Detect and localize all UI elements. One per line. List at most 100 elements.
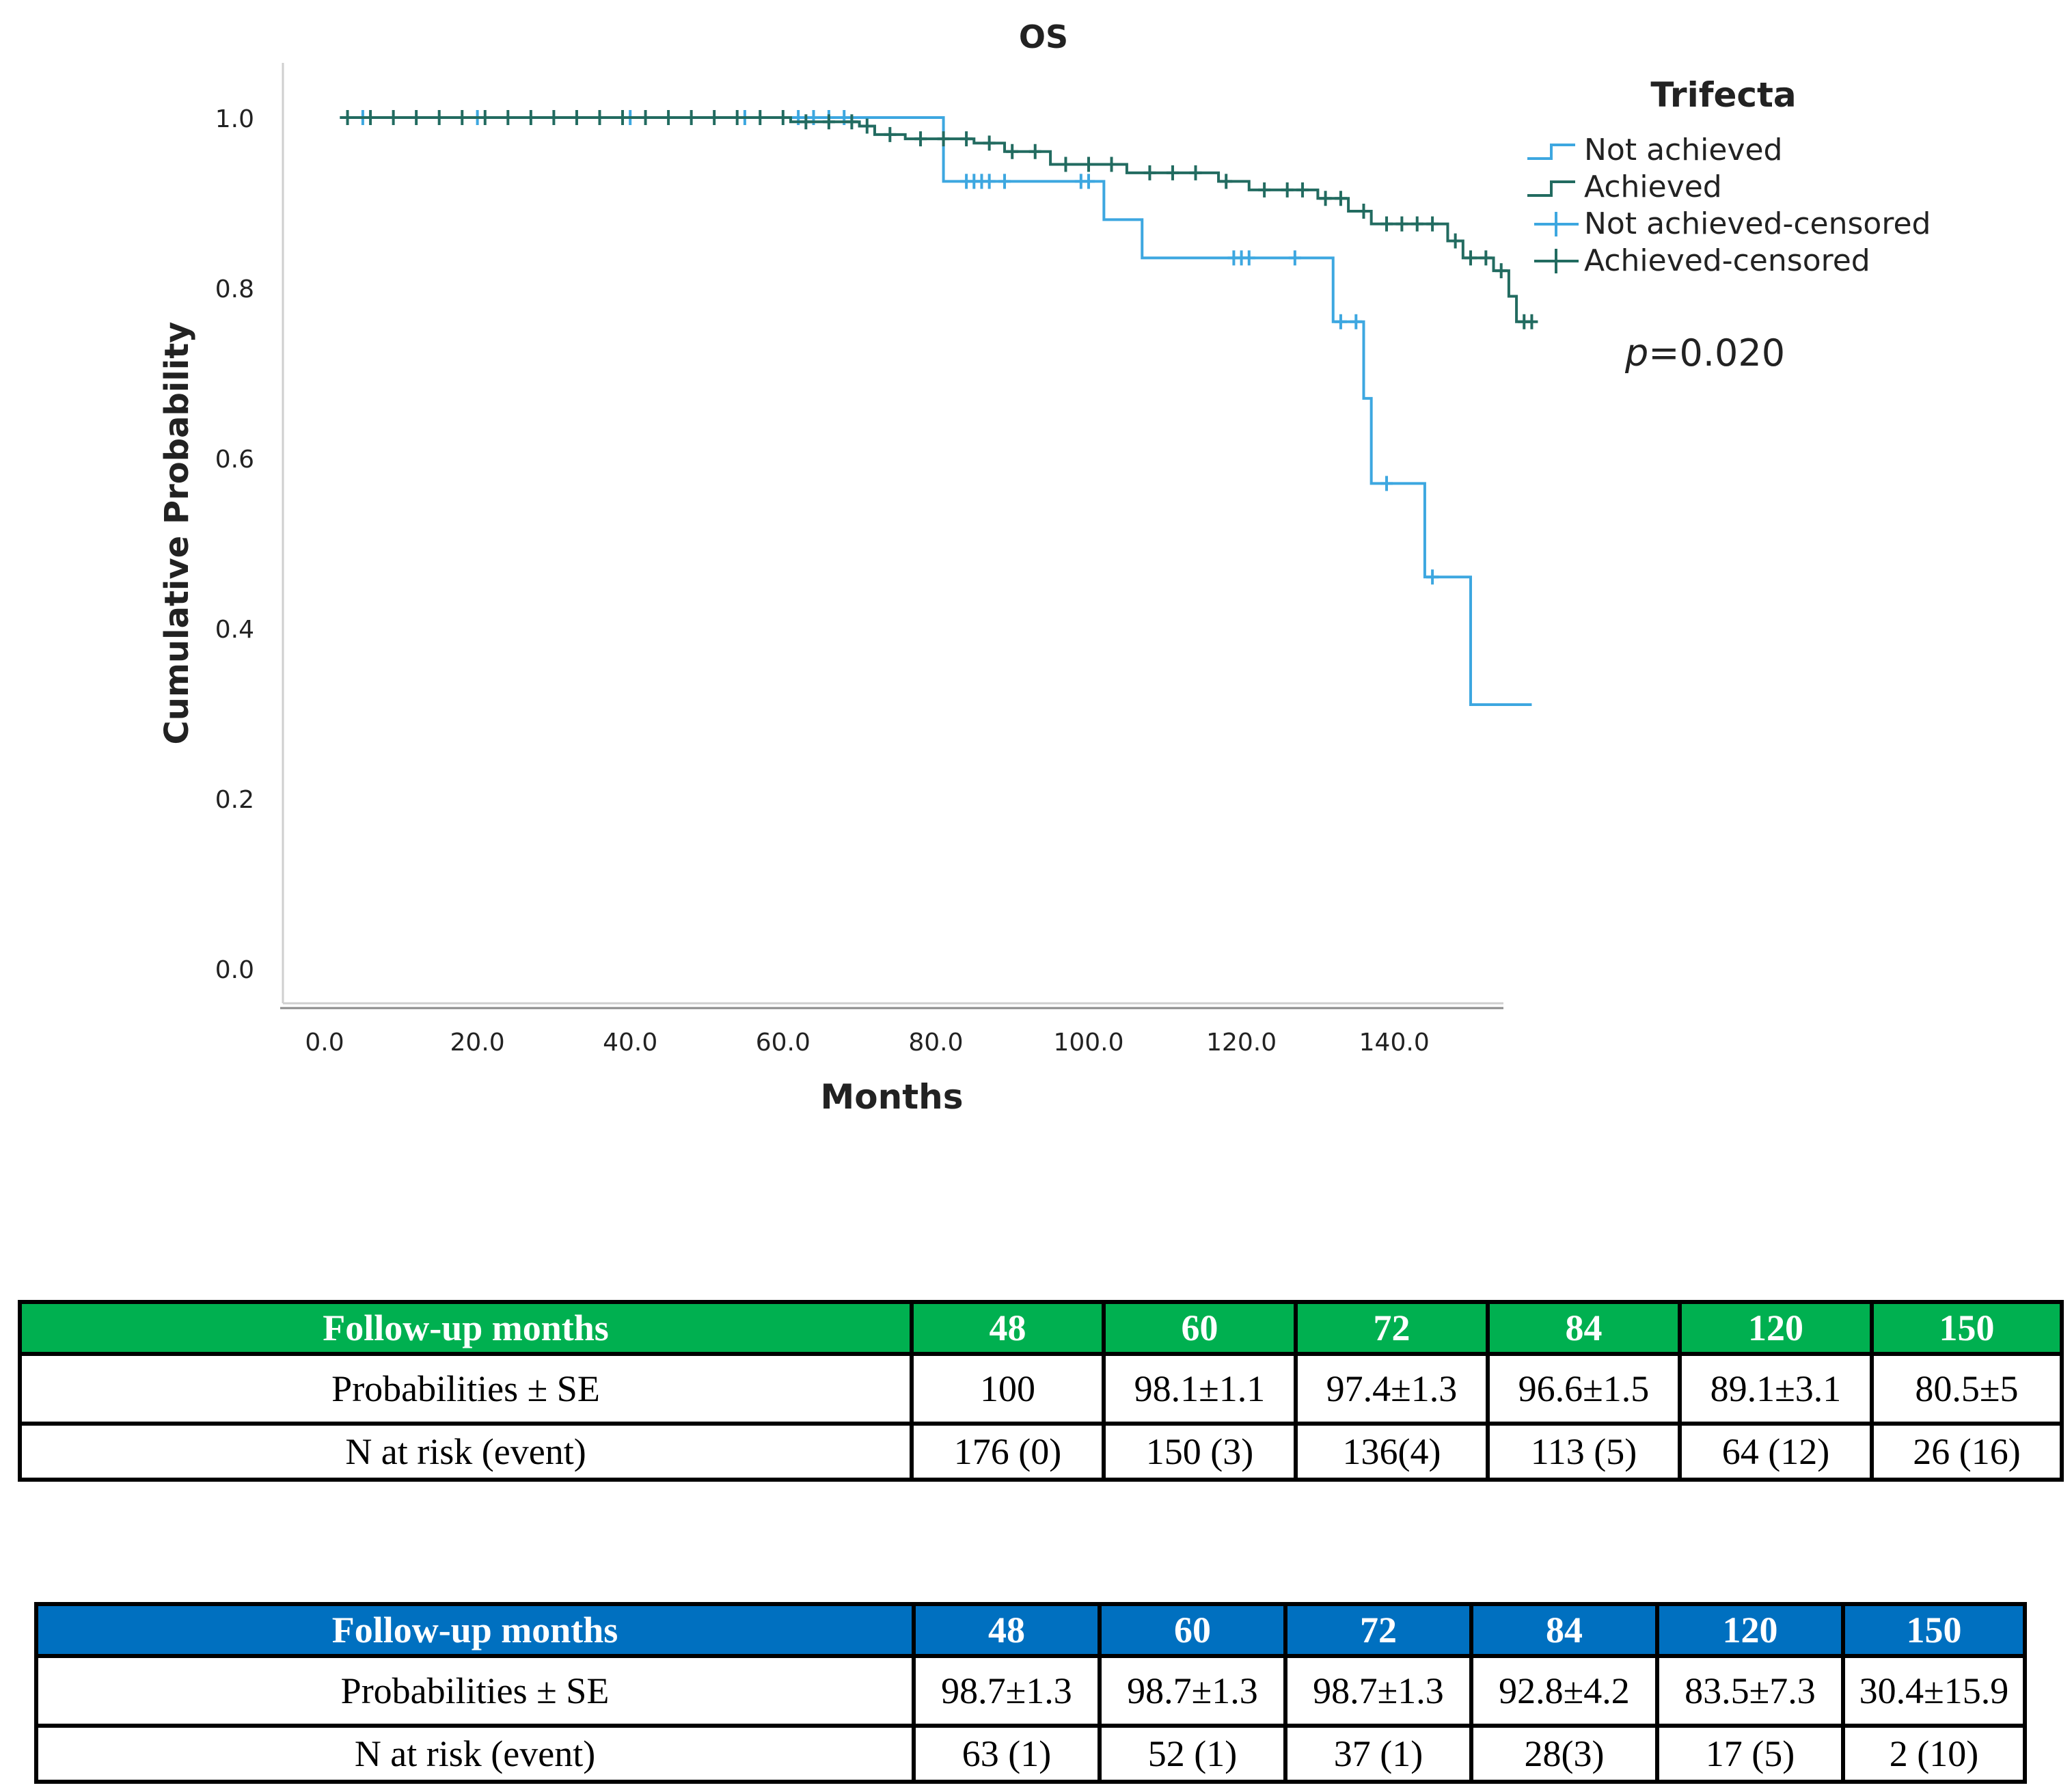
table-cell: 98.1±1.1 [1102, 1352, 1298, 1426]
legend-censor-swatch [1534, 212, 1579, 236]
table-cell: Probabilities ± SE [34, 1654, 916, 1728]
censor-mark [998, 174, 1011, 189]
x-axis-label: Months [821, 1077, 964, 1117]
censor-mark [478, 110, 491, 125]
chart-title: OS [1019, 18, 1068, 55]
header-cell: 120 [1655, 1602, 1845, 1658]
censor-mark [1189, 165, 1202, 180]
table-not-achieved: Follow-up months 48 60 72 84 120 150 Pro… [34, 1602, 2027, 1784]
y-tick-label: 1.0 [215, 105, 254, 133]
series-layer [340, 110, 1538, 707]
table-cell: 98.7±1.3 [1283, 1654, 1473, 1728]
censor-mark [845, 114, 858, 130]
censor-mark [1319, 191, 1332, 206]
censor-mark [387, 110, 400, 125]
x-tick-label: 120.0 [1206, 1029, 1277, 1057]
table-cell: 96.6±1.5 [1486, 1352, 1682, 1426]
table-cell: 113 (5) [1486, 1422, 1682, 1482]
censor-mark [860, 118, 873, 134]
header-cell: 150 [1841, 1602, 2027, 1658]
censor-mark [1082, 174, 1095, 189]
y-tick-label: 0.0 [215, 956, 254, 984]
table-cell: 83.5±7.3 [1655, 1654, 1845, 1728]
censor-mark [1495, 263, 1508, 279]
censor-mark [593, 110, 606, 125]
censor-mark [1281, 182, 1294, 198]
censor-mark [937, 131, 950, 147]
table-cell: 52 (1) [1098, 1724, 1287, 1784]
header-cell: Follow-up months [18, 1300, 914, 1356]
table-cell: 64 (12) [1678, 1422, 1874, 1482]
p-value-prefix: p [1624, 331, 1648, 375]
censor-mark [1464, 250, 1477, 266]
censor-mark [433, 110, 446, 125]
header-cell: 60 [1098, 1602, 1287, 1658]
header-cell: 48 [910, 1300, 1106, 1356]
header-cell: 84 [1469, 1602, 1659, 1658]
x-tick-label: 80.0 [908, 1029, 963, 1057]
censor-mark [1350, 314, 1363, 329]
table-cell: 2 (10) [1841, 1724, 2027, 1784]
table-cell: 176 (0) [910, 1422, 1106, 1482]
censor-mark [1334, 191, 1347, 206]
censor-mark [1426, 569, 1439, 585]
table-cell: 98.7±1.3 [912, 1654, 1102, 1728]
table-cell: 150 (3) [1102, 1422, 1298, 1482]
censor-mark [1258, 182, 1271, 198]
table-cell: 80.5±5 [1870, 1352, 2064, 1426]
legend-title: Trifecta [1650, 75, 1796, 115]
table-cell: 37 (1) [1283, 1724, 1473, 1784]
legend-line-swatch [1527, 144, 1575, 160]
censor-mark [1242, 250, 1255, 266]
table-achieved: Follow-up months 48 60 72 84 120 150 Pro… [18, 1300, 2064, 1482]
table-row: Probabilities ± SE 98.7±1.3 98.7±1.3 98.… [34, 1654, 2027, 1728]
censor-mark [1166, 165, 1179, 180]
censor-mark [884, 126, 897, 142]
table-cell: N at risk (event) [34, 1724, 916, 1784]
censor-mark [639, 110, 652, 125]
censor-mark [1480, 250, 1492, 266]
censor-mark [1395, 216, 1408, 232]
header-cell: 72 [1294, 1300, 1490, 1356]
header-cell: Follow-up months [34, 1602, 916, 1658]
legend-line-swatch [1527, 180, 1575, 197]
p-value: =0.020 [1648, 331, 1785, 375]
legend-label: Not achieved [1584, 133, 1782, 167]
censor-mark [570, 110, 583, 125]
table-row: Probabilities ± SE 100 98.1±1.1 97.4±1.3… [18, 1352, 2064, 1426]
table-cell: 97.4±1.3 [1294, 1352, 1490, 1426]
km-chart: OS 0.0 0.2 0.4 0.6 0.8 1.0 0.0 20.0 40.0 60.0 80.… [158, 18, 1931, 1117]
header-cell: 72 [1283, 1602, 1473, 1658]
censor-mark [1426, 216, 1439, 232]
survival-curve [340, 116, 1532, 323]
table-cell: 100 [910, 1352, 1106, 1426]
header-cell: 120 [1678, 1300, 1874, 1356]
censor-mark [662, 110, 675, 125]
y-tick-label: 0.4 [215, 616, 254, 644]
censor-mark [983, 135, 996, 151]
table-cell: N at risk (event) [18, 1422, 914, 1482]
y-tick-label: 0.2 [215, 786, 254, 814]
series-not-achieved [340, 110, 1532, 707]
table-cell: 136(4) [1294, 1422, 1490, 1482]
header-cell: 150 [1870, 1300, 2064, 1356]
y-axis-label: Cumulative Probability [158, 322, 196, 745]
censor-mark [1449, 233, 1462, 249]
censor-mark [1082, 157, 1095, 172]
censor-mark [1059, 157, 1072, 172]
censor-mark [822, 114, 835, 130]
censor-mark [1525, 314, 1538, 329]
censor-mark [456, 110, 469, 125]
censor-mark [547, 110, 560, 125]
table-row: N at risk (event) 176 (0) 150 (3) 136(4)… [18, 1422, 2064, 1482]
censor-mark [1288, 250, 1301, 266]
header-cell: 60 [1102, 1300, 1298, 1356]
x-tick-label: 140.0 [1359, 1029, 1430, 1057]
header-cell: 84 [1486, 1300, 1682, 1356]
table-row: N at risk (event) 63 (1) 52 (1) 37 (1) 2… [34, 1724, 2027, 1784]
table-cell: 26 (16) [1870, 1422, 2064, 1482]
censor-mark [1334, 314, 1347, 329]
censor-mark [1220, 174, 1233, 189]
